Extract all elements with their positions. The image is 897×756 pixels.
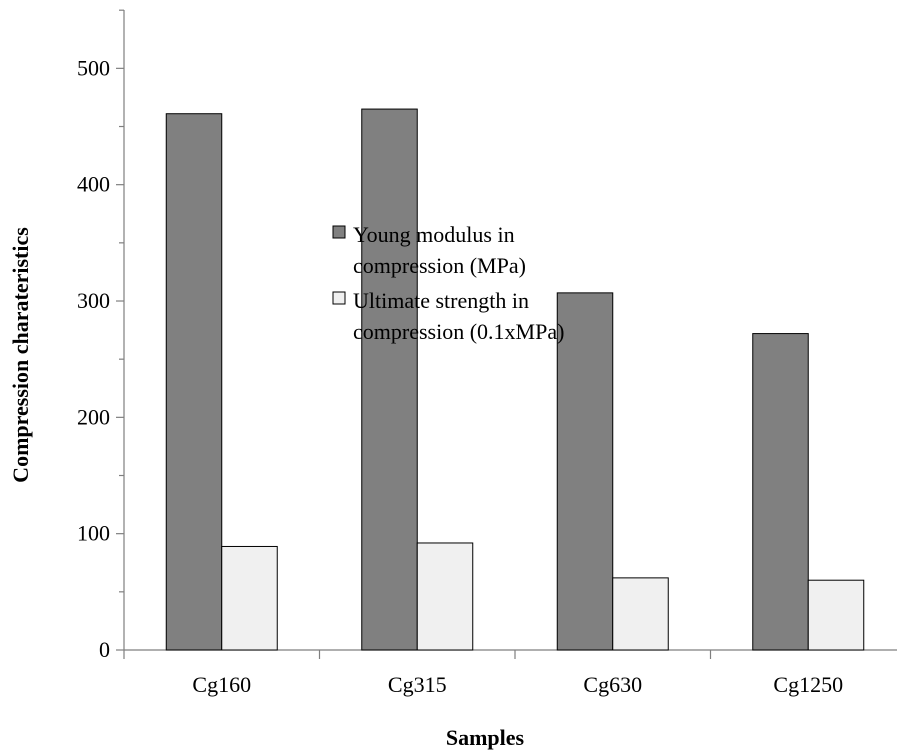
legend: Young modulus in compression (MPa) Ultim… [332, 222, 564, 344]
bar-cg1250-series-1 [807, 579, 865, 651]
legend-swatch-young-modulus [332, 225, 346, 239]
legend-label-young-modulus-line-2: compression (MPa) [353, 253, 526, 278]
bar-cg315-series-0 [361, 108, 418, 651]
bar-cg1250-series-0 [752, 333, 809, 651]
legend-swatch-ultimate-strength [332, 291, 346, 305]
y-tick-label: 500 [77, 55, 110, 80]
bar-cg630-series-0 [556, 292, 614, 651]
y-tick-label: 400 [77, 172, 110, 197]
legend-label-ultimate-strength-line-1: Ultimate strength in [353, 288, 529, 313]
bar-cg160-series-0 [165, 113, 223, 651]
x-axis-title: Samples [446, 725, 525, 750]
legend-label-young-modulus-line-1: Young modulus in [353, 222, 515, 247]
x-axis: Cg160 Cg315 Cg630 Cg1250 [123, 649, 897, 697]
legend-label-ultimate-strength-line-2: compression (0.1xMPa) [353, 319, 564, 344]
y-axis: 0 100 200 300 400 500 [77, 9, 125, 662]
bars [165, 108, 865, 651]
bar-cg160-series-1 [221, 545, 278, 651]
bar-cg315-series-1 [416, 542, 474, 651]
y-tick-label: 0 [99, 637, 110, 662]
bar-cg630-series-1 [612, 577, 669, 651]
y-tick-label: 200 [77, 404, 110, 429]
x-tick-label: Cg1250 [773, 672, 843, 697]
y-tick-label: 100 [77, 521, 110, 546]
x-tick-label: Cg160 [192, 672, 251, 697]
x-tick-label: Cg315 [388, 672, 447, 697]
y-tick-label: 300 [77, 288, 110, 313]
y-axis-title: Compression charateristics [8, 227, 33, 483]
x-tick-label: Cg630 [583, 672, 642, 697]
